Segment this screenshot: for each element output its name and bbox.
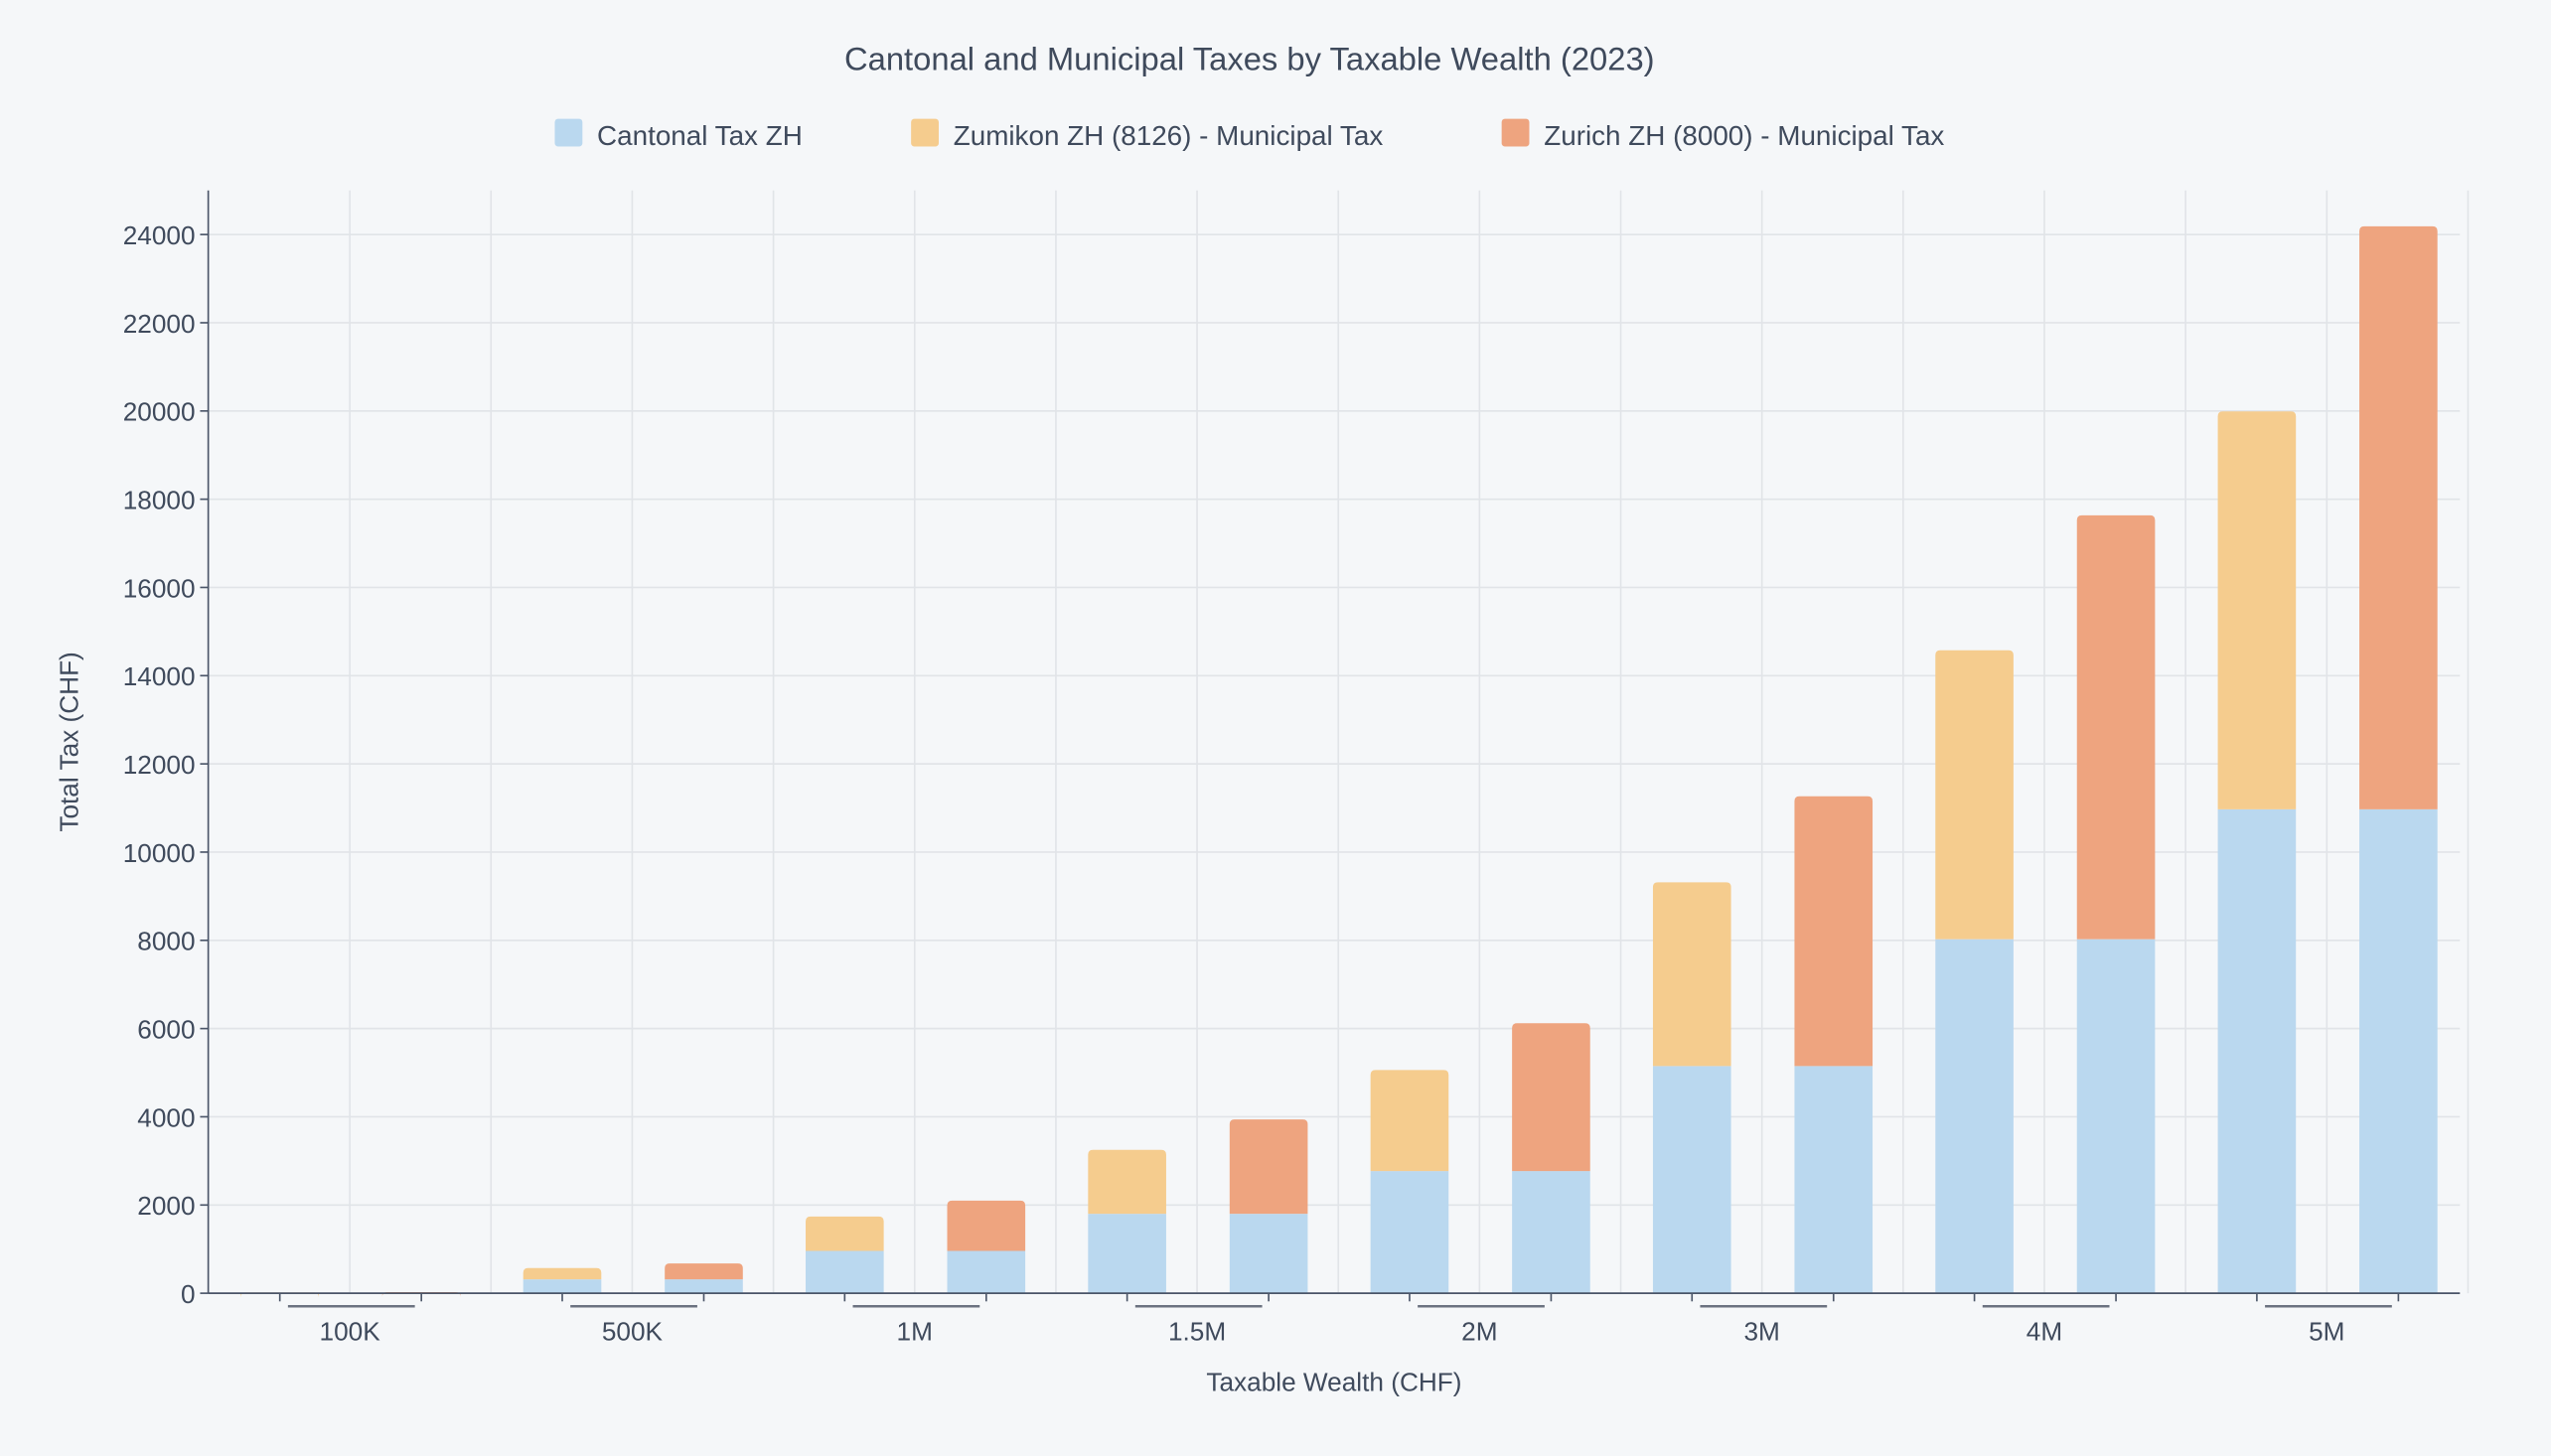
- x-tick-label: 100K: [320, 1317, 381, 1347]
- bar-municipal-zurich-1M: [947, 1200, 1026, 1251]
- y-tick-label: 10000: [123, 838, 196, 868]
- bar-cantonal-5M: [2217, 808, 2297, 1294]
- legend-swatch: [554, 118, 583, 147]
- y-tick-label: 20000: [123, 397, 196, 427]
- y-tick-label: 4000: [137, 1102, 195, 1132]
- bar-municipal-zumikon-1.5M: [1088, 1149, 1166, 1215]
- bars: [240, 225, 2438, 1298]
- bar-municipal-zurich-4M: [2076, 514, 2156, 940]
- y-tick-label: 6000: [137, 1014, 195, 1044]
- bar-cantonal-2M: [1512, 1171, 1590, 1294]
- bar-cantonal-500K: [665, 1279, 743, 1294]
- bar-cantonal-1M: [947, 1250, 1026, 1294]
- grid: [208, 190, 2470, 1294]
- chart-title: Cantonal and Municipal Taxes by Taxable …: [844, 41, 1655, 77]
- bar-municipal-zurich-1.5M: [1229, 1119, 1308, 1215]
- bar-municipal-zurich-2M: [1512, 1023, 1590, 1172]
- bar-cantonal-1.5M: [1229, 1214, 1308, 1294]
- y-tick-label: 2000: [137, 1191, 195, 1221]
- x-tick-label: 5M: [2309, 1317, 2344, 1347]
- legend-swatch: [911, 118, 939, 147]
- bar-municipal-zumikon-3M: [1652, 882, 1731, 1067]
- x-axis-label: Taxable Wealth (CHF): [1206, 1367, 1461, 1396]
- bar-municipal-zumikon-2M: [1370, 1070, 1449, 1172]
- y-tick-label: 16000: [123, 573, 196, 603]
- x-tick-label: 3M: [1743, 1317, 1779, 1347]
- bar-cantonal-1.5M: [1088, 1214, 1166, 1294]
- bar-municipal-zumikon-500K: [523, 1267, 602, 1280]
- y-axis-label: Total Tax (CHF): [55, 652, 84, 831]
- bar-cantonal-4M: [1935, 939, 2014, 1294]
- bar-municipal-zumikon-1M: [806, 1216, 884, 1251]
- bar-cantonal-1M: [806, 1250, 884, 1294]
- y-tick-label: 18000: [123, 485, 196, 514]
- axes: 0 2000 4000 6000 8000 10000 12000 14000 16000 180…: [123, 190, 2461, 1347]
- y-tick-label: 8000: [137, 927, 195, 956]
- bar-cantonal-500K: [523, 1279, 602, 1294]
- bar-municipal-zumikon-5M: [2217, 411, 2297, 809]
- bar-cantonal-3M: [1794, 1066, 1874, 1294]
- bar-cantonal-4M: [2076, 939, 2156, 1294]
- bar-municipal-zurich-500K: [665, 1263, 743, 1280]
- y-tick-label: 12000: [123, 750, 196, 780]
- bar-cantonal-3M: [1652, 1066, 1731, 1294]
- legend-swatch: [1501, 118, 1530, 147]
- bar-cantonal-2M: [1370, 1171, 1449, 1294]
- bar-municipal-zurich-5M: [2359, 225, 2438, 809]
- legend-label: Cantonal Tax ZH: [597, 120, 803, 151]
- x-tick-label: 500K: [602, 1317, 664, 1347]
- x-tick-label: 1.5M: [1168, 1317, 1226, 1347]
- y-tick-label: 24000: [123, 220, 196, 250]
- x-tick-label: 2M: [1461, 1317, 1497, 1347]
- legend-label: Zurich ZH (8000) - Municipal Tax: [1544, 120, 1944, 151]
- x-tick-label: 4M: [2026, 1317, 2062, 1347]
- y-tick-label: 22000: [123, 309, 196, 339]
- bar-municipal-zurich-3M: [1794, 796, 1874, 1067]
- legend: Cantonal Tax ZH Zumikon ZH (8126) - Munic…: [554, 118, 1944, 151]
- legend-label: Zumikon ZH (8126) - Municipal Tax: [954, 120, 1384, 151]
- y-tick-label: 14000: [123, 661, 196, 691]
- y-tick-label: 0: [181, 1279, 196, 1309]
- bar-municipal-zumikon-4M: [1935, 650, 2014, 940]
- bar-cantonal-5M: [2359, 808, 2438, 1294]
- x-tick-label: 1M: [897, 1317, 933, 1347]
